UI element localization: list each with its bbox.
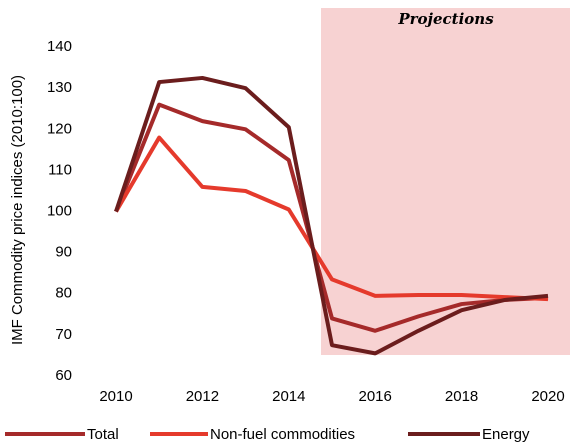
y-tick-label: 70 bbox=[55, 326, 72, 343]
legend-label: Non-fuel commodities bbox=[210, 426, 355, 443]
series-line bbox=[114, 102, 549, 333]
y-tick-label: 110 bbox=[48, 161, 72, 178]
y-tick-label: 60 bbox=[55, 367, 72, 384]
y-tick-label: 130 bbox=[47, 79, 72, 96]
x-tick-label: 2016 bbox=[359, 388, 392, 405]
series-line bbox=[114, 135, 549, 302]
x-tick-label: 2012 bbox=[186, 388, 219, 405]
x-tick-label: 2014 bbox=[272, 388, 305, 405]
projection-band bbox=[321, 8, 570, 355]
legend-label: Energy bbox=[482, 426, 530, 443]
y-tick-label: 100 bbox=[47, 203, 72, 220]
y-tick-label: 120 bbox=[47, 120, 72, 137]
x-tick-label: 2018 bbox=[445, 388, 478, 405]
y-axis-label: IMF Commodity price indices (2010:100) bbox=[9, 75, 26, 345]
legend-label: Total bbox=[87, 426, 119, 443]
y-tick-label: 140 bbox=[47, 38, 72, 55]
y-tick-label: 80 bbox=[55, 285, 72, 302]
x-tick-label: 2010 bbox=[99, 388, 132, 405]
series-line bbox=[114, 75, 549, 356]
annotation: Projections bbox=[397, 10, 494, 28]
x-tick-label: 2020 bbox=[531, 388, 564, 405]
y-tick-label: 90 bbox=[55, 244, 72, 261]
